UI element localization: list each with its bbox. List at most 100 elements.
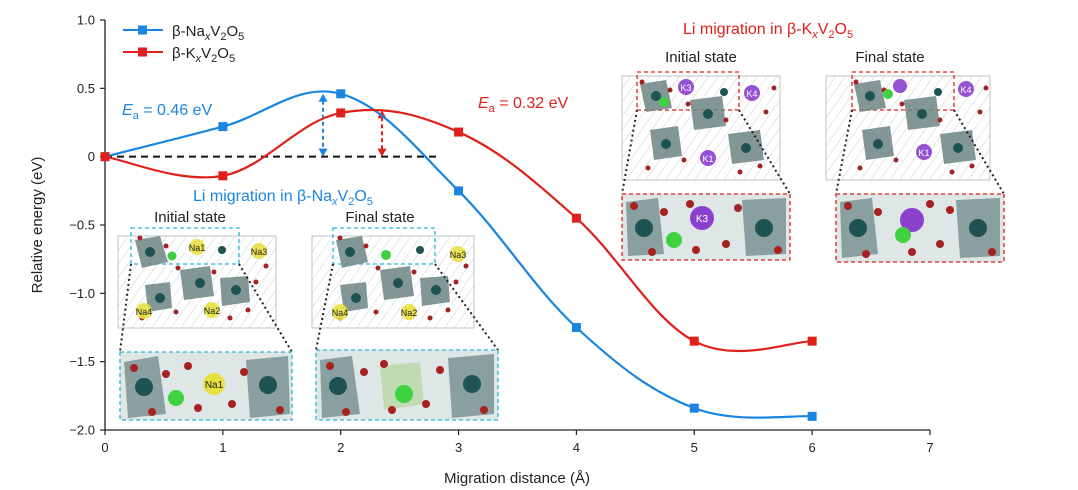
na3-label: Na3 [450, 250, 467, 260]
v-atoms [345, 246, 441, 303]
o-atoms [630, 200, 782, 256]
ea-na-annotation: Ea = 0.46 eV [122, 102, 213, 122]
barrier-arrow-head [318, 93, 328, 102]
y-tick-label: −2.0 [69, 423, 95, 438]
barrier-arrow-head [377, 148, 387, 157]
li-atom [895, 227, 911, 243]
na-atom [401, 304, 417, 320]
na-atom [203, 373, 225, 395]
v-atom [849, 219, 867, 237]
legend-label-na: β-NaxV2O5 [172, 23, 244, 43]
o-atoms [844, 200, 996, 258]
legend-marker-na [138, 25, 147, 35]
x-tick-label: 1 [219, 440, 226, 455]
data-point [218, 171, 228, 181]
na3-label: Na3 [251, 247, 268, 257]
na4-label: Na4 [332, 308, 349, 318]
na-final-inset: Final state Na3 Na4 Na2 [311, 209, 499, 421]
k4-label: K4 [746, 89, 757, 99]
na-migration-title: Li migration in β-NaxV2O5 [193, 188, 373, 208]
k-migration-title: Li migration in β-KxV2O5 [683, 21, 853, 41]
x-ticks: 0 1 2 3 4 5 6 7 [101, 430, 934, 455]
na-final-label: Final state [345, 209, 414, 226]
na-atom [450, 246, 466, 262]
v-atom [135, 378, 153, 396]
zoom-connector [238, 263, 293, 353]
data-point [571, 213, 581, 223]
o-atoms [337, 235, 469, 321]
zoom-connector [835, 109, 853, 195]
x-tick-label: 4 [573, 440, 580, 455]
y-tick-label: −1.0 [69, 286, 95, 301]
li-atom [167, 251, 177, 261]
data-point [336, 108, 346, 118]
na-atom [251, 243, 267, 259]
v-atom [635, 219, 653, 237]
li-atom [168, 390, 184, 406]
x-tick-label: 3 [455, 440, 462, 455]
na-atom [332, 304, 348, 320]
k-final-label: Final state [855, 49, 924, 66]
selection-box [130, 227, 240, 265]
barrier-arrow-head [318, 148, 328, 157]
na-atom [204, 302, 220, 318]
k-atom [690, 206, 714, 230]
y-axis-label: Relative energy (eV) [29, 157, 46, 294]
li-atom [883, 89, 893, 99]
na2-label: Na2 [204, 306, 221, 316]
k-atom [900, 208, 924, 232]
selection-box [851, 71, 955, 111]
k3-label: K3 [680, 83, 691, 93]
na1-zoom-label: Na1 [205, 380, 224, 391]
y-tick-label: 0.5 [77, 81, 95, 96]
li-atom [659, 97, 669, 107]
k-atom [700, 150, 716, 166]
zoom-connector [621, 109, 638, 195]
v-atom [969, 219, 987, 237]
legend-marker-k [138, 47, 147, 57]
na-initial-inset: Initial state Na1 Na3 Na4 Na2 [117, 209, 293, 421]
k-atom [678, 79, 694, 95]
v-atom [259, 376, 277, 394]
k-atom [958, 81, 974, 97]
zoom-connector [953, 109, 1005, 195]
ea-k-annotation: Ea = 0.32 eV [478, 95, 569, 115]
data-point [807, 336, 817, 346]
data-point [571, 323, 581, 332]
y-ticks: 1.0 0.5 0 −0.5 −1.0 −1.5 −2.0 [69, 13, 105, 438]
k3-zoom-label: K3 [696, 214, 709, 225]
data-point [218, 122, 228, 132]
v-atoms [865, 88, 963, 153]
k-atom [744, 85, 760, 101]
na-atom [136, 303, 152, 319]
na-atom [189, 239, 205, 255]
data-point [807, 411, 817, 421]
v-atoms [651, 88, 751, 153]
na2-label: Na2 [401, 308, 418, 318]
na1-label: Na1 [189, 243, 206, 253]
v-atoms [145, 246, 241, 303]
data-point [336, 89, 346, 99]
y-tick-label: 0 [88, 149, 95, 164]
selection-box [332, 227, 436, 265]
na4-label: Na4 [136, 307, 153, 317]
v-atom [463, 375, 481, 393]
o-atoms [326, 360, 488, 416]
v-atom [329, 377, 347, 395]
x-axis-label: Migration distance (Å) [444, 470, 590, 487]
x-tick-label: 6 [809, 440, 816, 455]
li-atom [381, 250, 391, 260]
data-point [454, 186, 464, 196]
x-tick-label: 7 [926, 440, 933, 455]
k-initial-label: Initial state [665, 49, 737, 66]
selection-box [636, 71, 740, 111]
legend-label-k: β-KxV2O5 [172, 45, 235, 65]
li-atom [666, 232, 682, 248]
k-atom [893, 79, 907, 93]
k-atom [916, 144, 932, 160]
o-atoms [137, 235, 269, 321]
na-initial-label: Initial state [154, 209, 226, 226]
k1-label: K1 [702, 154, 713, 164]
y-tick-label: −1.5 [69, 354, 95, 369]
